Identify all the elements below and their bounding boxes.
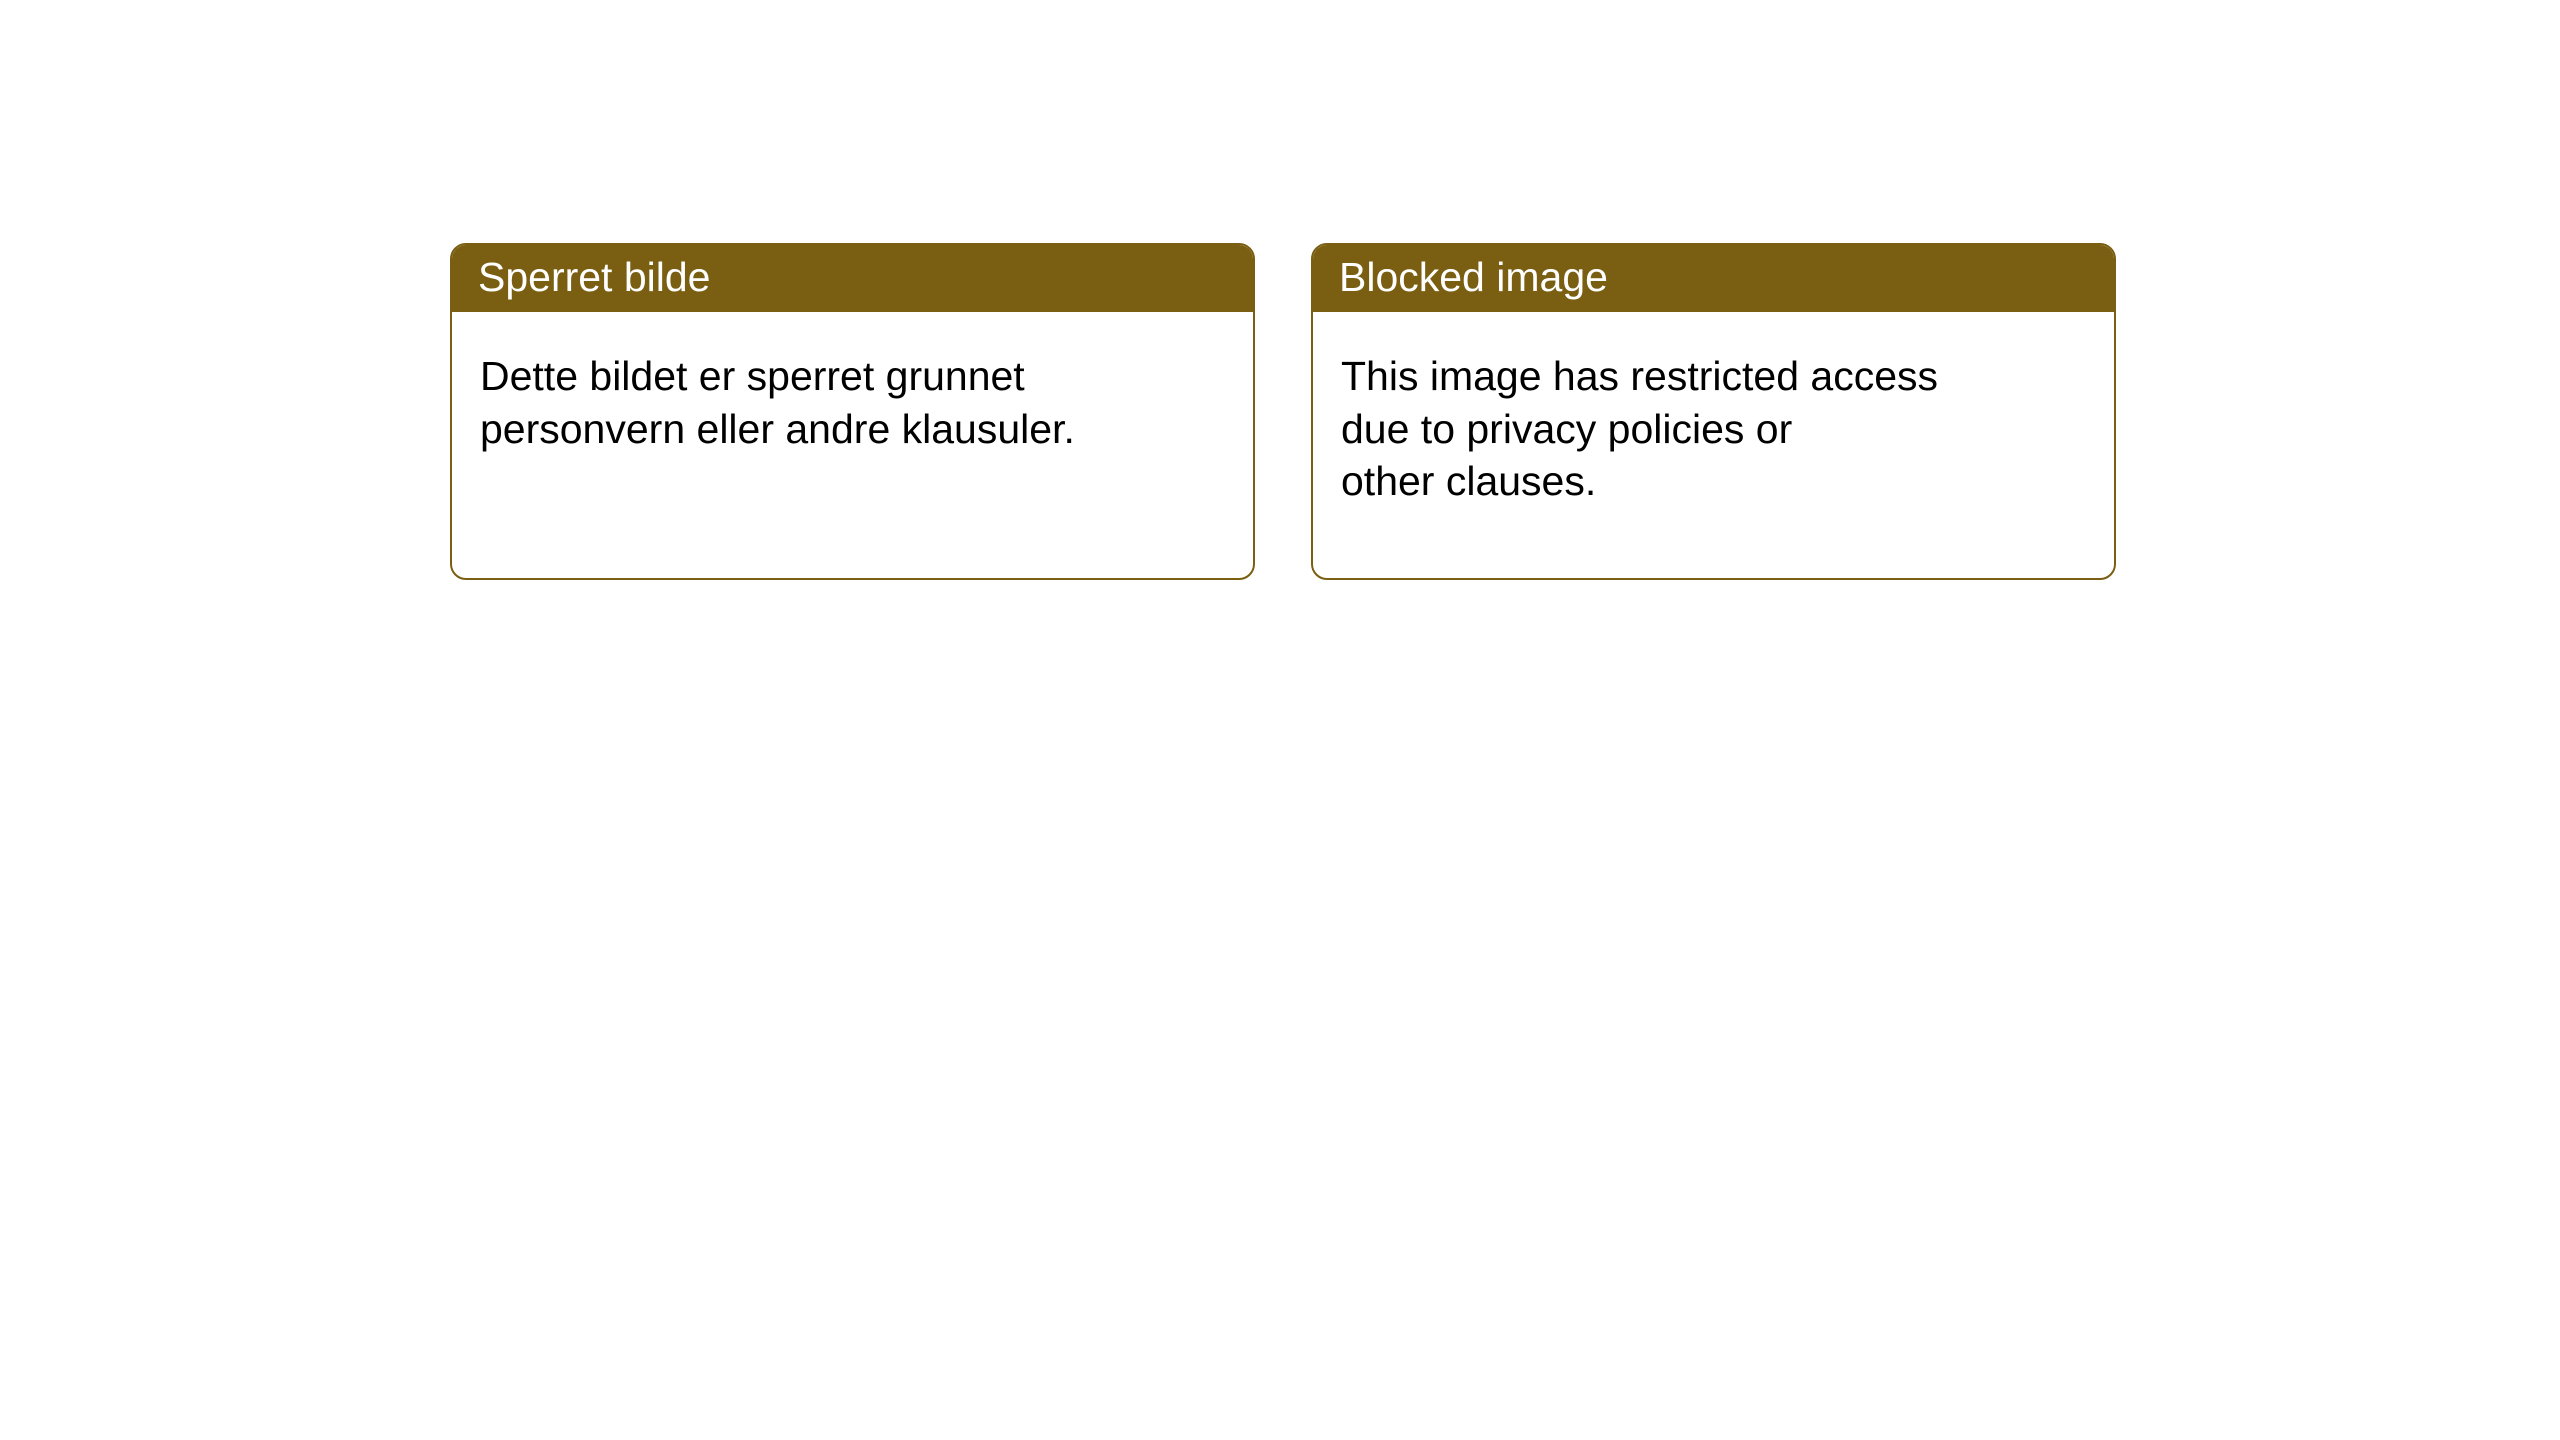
notice-container: Sperret bilde Dette bildet er sperret gr… <box>0 0 2560 580</box>
card-body-text: Dette bildet er sperret grunnet personve… <box>452 312 1152 483</box>
card-title: Sperret bilde <box>452 245 1253 312</box>
card-body-text: This image has restricted access due to … <box>1313 312 2013 535</box>
notice-card-english: Blocked image This image has restricted … <box>1311 243 2116 580</box>
card-title: Blocked image <box>1313 245 2114 312</box>
notice-card-norwegian: Sperret bilde Dette bildet er sperret gr… <box>450 243 1255 580</box>
